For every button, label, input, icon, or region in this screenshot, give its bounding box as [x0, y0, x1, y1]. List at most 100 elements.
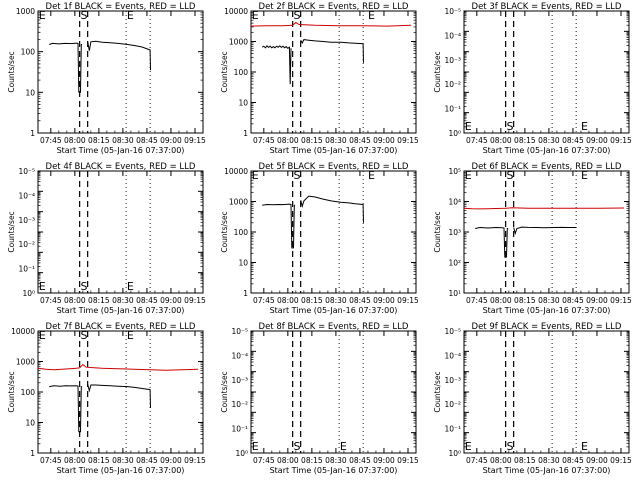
chart-panel-6: Det 6f BLACK = Events, RED = LLD 10¹ 10² 10…	[433, 162, 632, 315]
saa-marker-label: S	[506, 120, 513, 133]
x-tick-label: 09:00	[373, 136, 395, 145]
events-series-line-2	[300, 39, 364, 63]
x-tick-label: 08:15	[301, 296, 323, 305]
events-series-line-2	[300, 195, 364, 223]
x-tick-label: 08:30	[538, 456, 560, 465]
y-tick-label: 10⁻⁴	[444, 31, 461, 40]
eclipse-marker-label: E	[127, 329, 134, 342]
saa-marker-label: S	[80, 280, 87, 293]
x-tick-label: 07:45	[40, 456, 62, 465]
x-tick-label: 09:15	[184, 296, 206, 305]
x-tick-label: 08:45	[562, 296, 584, 305]
y-tick-label: 10	[238, 259, 248, 268]
y-tick-label: 10⁰	[448, 129, 461, 138]
y-tick-label: 10⁻³	[231, 376, 248, 385]
chart-title: Det 8f BLACK = Events, RED = LLD	[259, 322, 409, 332]
events-series-line	[262, 203, 296, 249]
y-tick-label: 100	[234, 228, 249, 237]
x-tick-label: 07:45	[253, 136, 275, 145]
y-tick-label: 10⁻²	[18, 240, 35, 249]
x-tick-label: 09:00	[160, 136, 182, 145]
x-tick-label: 08:30	[325, 456, 347, 465]
x-tick-label: 08:30	[112, 296, 134, 305]
eclipse-marker-label: E	[252, 169, 259, 182]
y-tick-label: 10⁻⁵	[231, 327, 248, 336]
eclipse-marker-label: E	[39, 280, 46, 293]
y-tick-label: 10³	[448, 228, 461, 237]
y-tick-label: 10⁻¹	[231, 425, 248, 434]
y-tick-label: 10⁰	[448, 449, 461, 458]
x-tick-label: 09:00	[373, 456, 395, 465]
y-tick-label: 10²	[448, 259, 461, 268]
y-tick-label: 10⁴	[448, 198, 461, 207]
eclipse-marker-label: E	[368, 169, 375, 182]
x-tick-label: 09:00	[160, 296, 182, 305]
events-series-line	[475, 226, 509, 258]
plot-frame	[37, 10, 204, 134]
eclipse-marker-label: E	[465, 440, 472, 453]
chart-panel-5: Det 5f BLACK = Events, RED = LLD 1 10 100 10…	[220, 162, 419, 315]
x-tick-label: 08:15	[88, 456, 110, 465]
y-axis-label: Counts/sec	[433, 211, 442, 252]
x-axis-label: Start Time (05-Jan-16 07:37:00)	[57, 466, 185, 475]
x-axis-label: Start Time (05-Jan-16 07:37:00)	[270, 466, 398, 475]
events-series-line	[49, 42, 83, 93]
y-tick-label: 1	[30, 129, 35, 138]
x-tick-label: 08:45	[136, 136, 158, 145]
x-tick-label: 08:45	[136, 296, 158, 305]
x-tick-label: 09:15	[610, 296, 632, 305]
x-tick-label: 08:00	[277, 136, 299, 145]
x-tick-label: 08:15	[514, 296, 536, 305]
x-tick-label: 07:45	[40, 136, 62, 145]
x-tick-label: 08:45	[562, 136, 584, 145]
y-axis-label: Counts/sec	[220, 211, 229, 252]
x-tick-label: 08:30	[538, 296, 560, 305]
x-tick-label: 09:15	[184, 136, 206, 145]
chart-title: Det 4f BLACK = Events, RED = LLD	[46, 162, 196, 172]
events-series-line-2	[513, 226, 577, 236]
y-tick-label: 10000	[224, 167, 248, 176]
x-tick-label: 08:15	[514, 456, 536, 465]
saa-marker-label: S	[80, 329, 87, 342]
x-tick-label: 08:00	[64, 456, 86, 465]
x-tick-label: 08:15	[88, 136, 110, 145]
x-tick-label: 08:00	[277, 296, 299, 305]
x-tick-label: 08:15	[514, 136, 536, 145]
x-tick-label: 08:15	[88, 296, 110, 305]
chart-panel-1: Det 1f BLACK = Events, RED = LLD 1 10 100 10…	[7, 2, 206, 155]
plot-frame	[250, 330, 417, 454]
chart-title: Det 9f BLACK = Events, RED = LLD	[472, 322, 622, 332]
chart-title: Det 7f BLACK = Events, RED = LLD	[46, 322, 196, 332]
y-axis-label: Counts/sec	[433, 371, 442, 412]
saa-marker-label: S	[293, 169, 300, 182]
events-series-line	[49, 385, 83, 433]
y-tick-label: 10⁻²	[231, 400, 248, 409]
plot-frame	[463, 330, 630, 454]
plot-frame	[250, 10, 417, 134]
x-tick-label: 08:45	[349, 136, 371, 145]
eclipse-marker-label: E	[127, 280, 134, 293]
x-tick-label: 08:15	[301, 456, 323, 465]
x-tick-label: 09:15	[610, 456, 632, 465]
y-tick-label: 10⁰	[235, 449, 248, 458]
chart-panel-4: Det 4f BLACK = Events, RED = LLD 10⁰ 10⁻¹ 1…	[7, 162, 206, 315]
x-axis-label: Start Time (05-Jan-16 07:37:00)	[483, 146, 611, 155]
y-tick-label: 100	[21, 388, 36, 397]
y-tick-label: 10	[25, 419, 35, 428]
x-tick-label: 08:00	[490, 296, 512, 305]
y-tick-label: 1	[243, 129, 248, 138]
x-tick-label: 08:30	[538, 136, 560, 145]
events-series-line-2	[87, 384, 151, 408]
x-tick-label: 09:15	[397, 456, 419, 465]
y-tick-label: 1	[243, 289, 248, 298]
plot-frame	[463, 170, 630, 294]
x-tick-label: 07:45	[40, 296, 62, 305]
y-axis-label: Counts/sec	[220, 371, 229, 412]
eclipse-marker-label: E	[581, 440, 588, 453]
events-series-line	[261, 45, 292, 85]
x-tick-label: 08:45	[136, 456, 158, 465]
y-tick-label: 10000	[11, 327, 35, 336]
y-tick-label: 100	[234, 68, 249, 77]
plot-frame	[37, 170, 204, 294]
